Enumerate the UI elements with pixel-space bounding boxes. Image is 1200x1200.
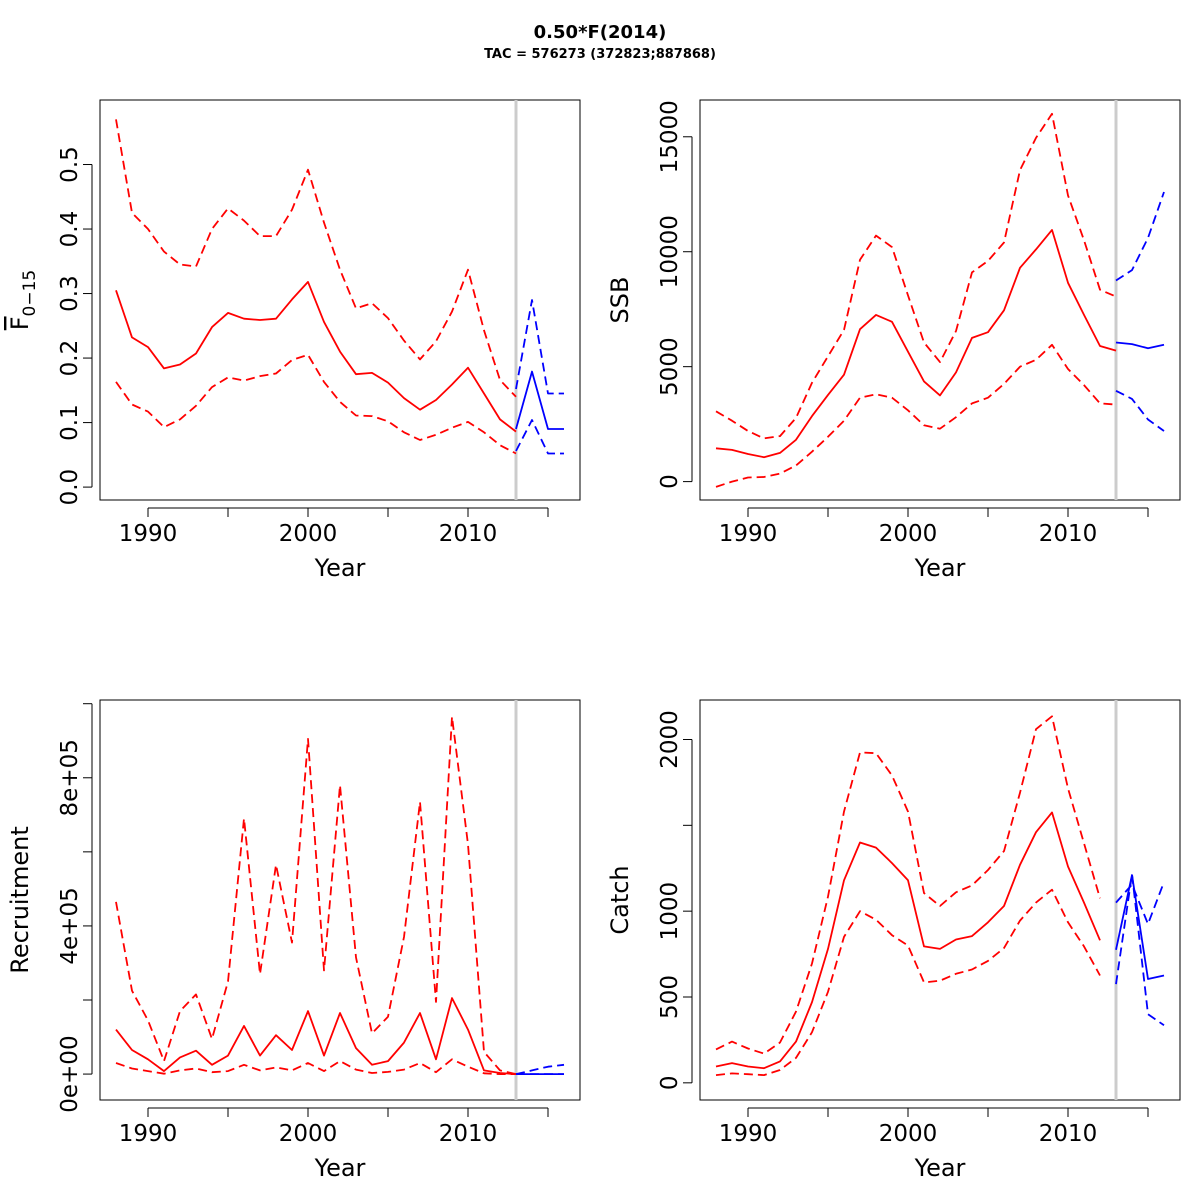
y-tick-label: 10000 xyxy=(657,215,683,288)
x-tick-label: 2000 xyxy=(879,1121,938,1147)
figure-title: 0.50*F(2014) xyxy=(533,22,667,43)
f-panel: 1990 2000 2010 0.0 0.1 0.2 0.3 0.4 0.5 Year F0−15 xyxy=(6,99,581,582)
forecast-estimate-line xyxy=(1115,341,1165,350)
y-tick-label: 15000 xyxy=(657,100,683,173)
y-tick-label: 1000 xyxy=(657,882,683,941)
y-axis-title: Recruitment xyxy=(6,826,34,973)
x-axis-title: Year xyxy=(914,554,966,582)
historical-ci-line xyxy=(715,715,1101,1055)
y-tick-label: 2000 xyxy=(657,710,683,769)
x-tick-label: 1990 xyxy=(719,521,778,547)
historical-ci-line xyxy=(115,353,517,455)
y-tick-label: 0.5 xyxy=(57,146,83,183)
x-tick-label: 2000 xyxy=(279,521,338,547)
forecast-ci-line xyxy=(1115,881,1165,925)
plot-frame xyxy=(699,99,1181,501)
historical-ci-line xyxy=(715,343,1117,488)
y-tick-label: 5000 xyxy=(657,337,683,396)
forecast-ci-line xyxy=(1115,191,1165,282)
y-axis-title-main: Catch xyxy=(606,865,634,934)
y-tick-label: 0.0 xyxy=(57,469,83,506)
forecast-ci-line xyxy=(515,299,564,395)
x-tick-label: 2010 xyxy=(439,521,498,547)
y-tick-label: 0.1 xyxy=(57,404,83,441)
historical-estimate-line xyxy=(115,280,517,433)
historical-ci-line xyxy=(715,888,1101,1076)
y-axis-title-main: Recruitment xyxy=(6,826,34,973)
y-tick-label: 0.2 xyxy=(57,340,83,377)
forecast-ci-line xyxy=(1115,389,1165,432)
catch-panel: 1990 2000 2010 0 500 1000 2000 Year Catch xyxy=(606,699,1181,1182)
y-axis-title: SSB xyxy=(606,277,634,324)
x-tick-label: 2010 xyxy=(1039,1121,1098,1147)
x-tick-label: 1990 xyxy=(719,1121,778,1147)
forecast-ci-line xyxy=(515,1063,565,1075)
historical-ci-line xyxy=(115,1058,516,1075)
y-tick-label: 4e+05 xyxy=(57,887,83,964)
historical-ci-line xyxy=(115,715,517,1075)
x-axis-title: Year xyxy=(314,1154,366,1182)
forecast-estimate-line xyxy=(515,370,564,430)
historical-ci-line xyxy=(115,119,517,398)
y-axis-title: Catch xyxy=(606,865,634,934)
x-tick-label: 1990 xyxy=(119,1121,178,1147)
x-tick-label: 2010 xyxy=(1039,521,1098,547)
plot-frame xyxy=(699,699,1181,1101)
y-axis-title-subscript: 0−15 xyxy=(20,270,40,317)
x-axis-title: Year xyxy=(314,554,366,582)
y-tick-label: 0.3 xyxy=(57,275,83,312)
y-tick-label: 0 xyxy=(657,1076,683,1091)
x-tick-label: 2010 xyxy=(439,1121,498,1147)
y-tick-label: 0 xyxy=(657,474,683,489)
historical-estimate-line xyxy=(715,811,1101,1070)
y-axis-title-main: SSB xyxy=(606,277,634,324)
recruitment-panel: 1990 2000 2010 0e+00 4e+05 8e+05 Year Recruitme… xyxy=(6,699,581,1182)
x-tick-label: 2000 xyxy=(279,1121,338,1147)
y-tick-label: 500 xyxy=(657,975,683,1019)
y-axis-title: F0−15 xyxy=(6,270,40,331)
x-tick-label: 2000 xyxy=(879,521,938,547)
forecast-ci-line xyxy=(1115,873,1165,1027)
y-tick-label: 0.4 xyxy=(57,211,83,248)
x-axis-title: Year xyxy=(914,1154,966,1182)
forecast-ci-line xyxy=(515,419,564,455)
figure-subtitle: TAC = 576273 (372823;887868) xyxy=(484,47,716,62)
ssb-panel: 1990 2000 2010 0 5000 10000 15000 Year SSB xyxy=(606,99,1181,582)
y-axis-title-main: F xyxy=(6,316,34,330)
x-tick-label: 1990 xyxy=(119,521,178,547)
historical-ci-line xyxy=(715,112,1117,440)
y-tick-label: 8e+05 xyxy=(57,739,83,816)
historical-estimate-line xyxy=(115,997,517,1075)
plot-frame xyxy=(99,99,581,501)
plot-frame xyxy=(99,699,581,1101)
historical-estimate-line xyxy=(715,228,1117,459)
forecast-estimate-line xyxy=(1115,874,1165,980)
y-tick-label: 0e+00 xyxy=(57,1035,83,1112)
